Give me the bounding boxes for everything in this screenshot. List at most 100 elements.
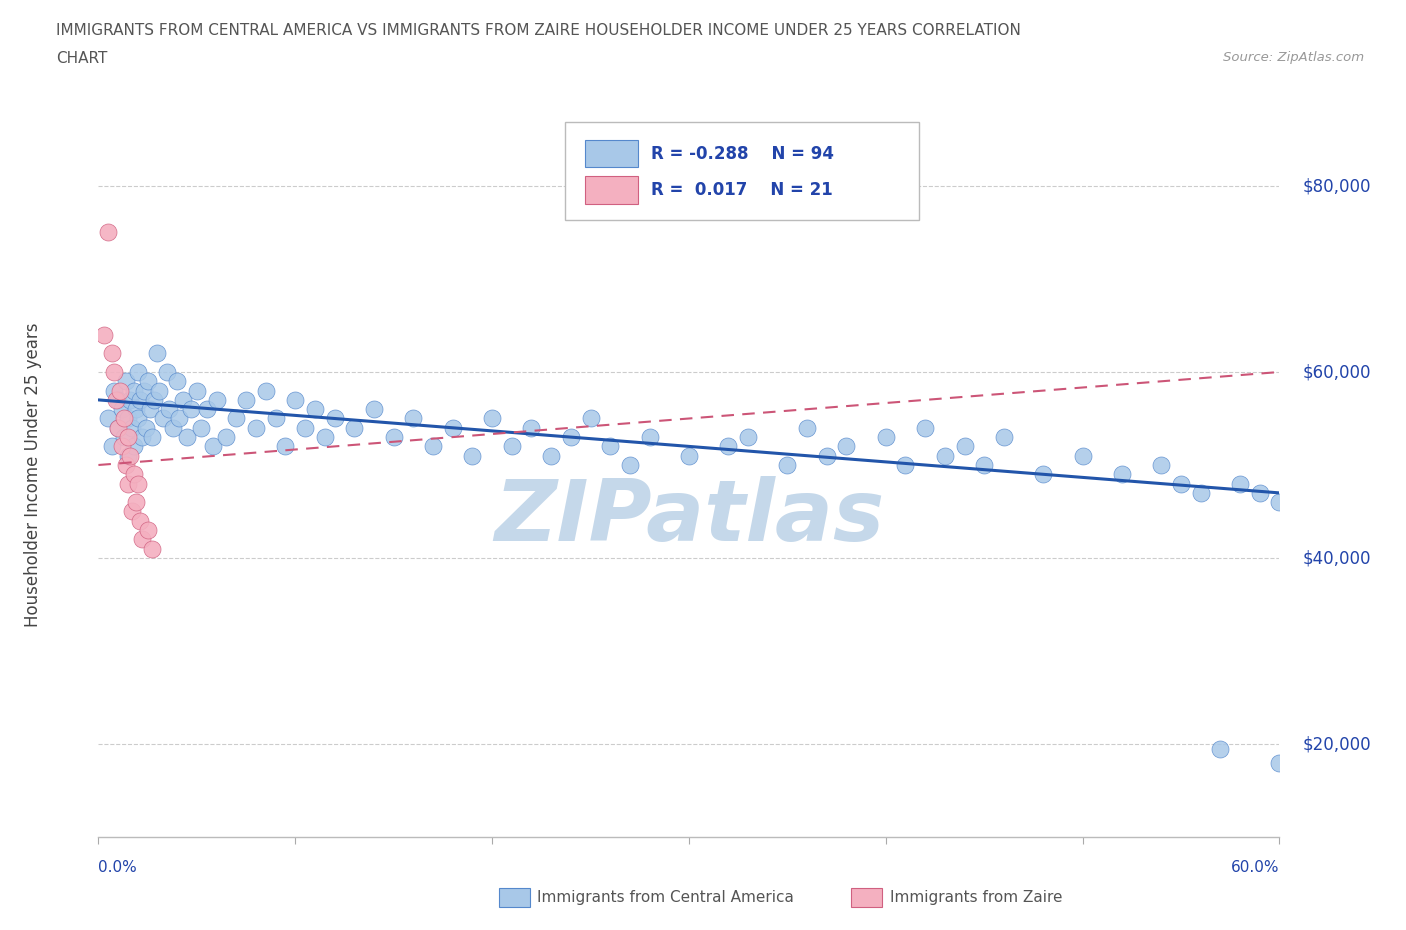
Text: 0.0%: 0.0% — [98, 860, 138, 875]
Point — [1189, 485, 1212, 500]
Point — [132, 383, 155, 398]
Point — [111, 402, 134, 417]
Point — [128, 392, 150, 407]
Point — [157, 402, 180, 417]
Point — [1032, 467, 1054, 482]
Point — [117, 411, 139, 426]
Point — [1150, 458, 1173, 472]
Point — [1071, 448, 1094, 463]
Point — [117, 430, 139, 445]
Text: Householder Income Under 25 years: Householder Income Under 25 years — [24, 322, 42, 627]
Point — [112, 411, 135, 426]
Point — [117, 448, 139, 463]
Point — [382, 430, 405, 445]
Point — [122, 383, 145, 398]
Point — [142, 392, 165, 407]
Text: $80,000: $80,000 — [1303, 177, 1372, 195]
Point — [97, 411, 120, 426]
Point — [560, 430, 582, 445]
Point — [195, 402, 218, 417]
Point — [117, 476, 139, 491]
Point — [107, 392, 129, 407]
Point — [125, 495, 148, 510]
Point — [131, 532, 153, 547]
Point — [264, 411, 287, 426]
Point — [127, 476, 149, 491]
Point — [284, 392, 307, 407]
Point — [127, 365, 149, 379]
Point — [141, 430, 163, 445]
Point — [894, 458, 917, 472]
Point — [215, 430, 238, 445]
Point — [152, 411, 174, 426]
Text: R = -0.288    N = 94: R = -0.288 N = 94 — [651, 145, 834, 163]
Text: Source: ZipAtlas.com: Source: ZipAtlas.com — [1223, 51, 1364, 64]
Point — [579, 411, 602, 426]
Point — [934, 448, 956, 463]
Point — [146, 346, 169, 361]
Point — [1170, 476, 1192, 491]
Point — [115, 374, 138, 389]
Point — [225, 411, 247, 426]
Point — [115, 458, 138, 472]
Point — [107, 420, 129, 435]
Point — [422, 439, 444, 454]
Point — [128, 513, 150, 528]
Point — [737, 430, 759, 445]
Point — [162, 420, 184, 435]
Point — [93, 327, 115, 342]
Point — [135, 420, 157, 435]
Point — [105, 392, 128, 407]
Point — [245, 420, 267, 435]
Point — [141, 541, 163, 556]
Point — [914, 420, 936, 435]
Point — [1249, 485, 1271, 500]
Point — [111, 439, 134, 454]
Point — [619, 458, 641, 472]
FancyBboxPatch shape — [585, 176, 638, 204]
Point — [875, 430, 897, 445]
Point — [166, 374, 188, 389]
Point — [835, 439, 858, 454]
Point — [131, 430, 153, 445]
Point — [101, 346, 124, 361]
Point — [254, 383, 277, 398]
Point — [1229, 476, 1251, 491]
Point — [274, 439, 297, 454]
Text: IMMIGRANTS FROM CENTRAL AMERICA VS IMMIGRANTS FROM ZAIRE HOUSEHOLDER INCOME UNDE: IMMIGRANTS FROM CENTRAL AMERICA VS IMMIG… — [56, 23, 1021, 38]
Point — [112, 430, 135, 445]
Point — [118, 392, 141, 407]
Point — [441, 420, 464, 435]
Point — [235, 392, 257, 407]
Point — [121, 504, 143, 519]
Point — [461, 448, 484, 463]
Text: $60,000: $60,000 — [1303, 363, 1372, 381]
Point — [122, 467, 145, 482]
Point — [717, 439, 740, 454]
Point — [180, 402, 202, 417]
Point — [176, 430, 198, 445]
Point — [323, 411, 346, 426]
Point — [314, 430, 336, 445]
Point — [1111, 467, 1133, 482]
Point — [993, 430, 1015, 445]
Point — [136, 523, 159, 538]
Point — [776, 458, 799, 472]
Point — [172, 392, 194, 407]
Text: CHART: CHART — [56, 51, 108, 66]
Point — [520, 420, 543, 435]
Point — [136, 374, 159, 389]
Point — [304, 402, 326, 417]
Point — [121, 420, 143, 435]
Text: $40,000: $40,000 — [1303, 549, 1372, 567]
FancyBboxPatch shape — [585, 140, 638, 167]
Text: Immigrants from Central America: Immigrants from Central America — [537, 890, 794, 905]
Point — [125, 402, 148, 417]
Point — [638, 430, 661, 445]
Point — [363, 402, 385, 417]
Point — [97, 225, 120, 240]
Point — [103, 365, 125, 379]
Point — [343, 420, 366, 435]
Point — [107, 420, 129, 435]
Text: ZIPatlas: ZIPatlas — [494, 476, 884, 559]
